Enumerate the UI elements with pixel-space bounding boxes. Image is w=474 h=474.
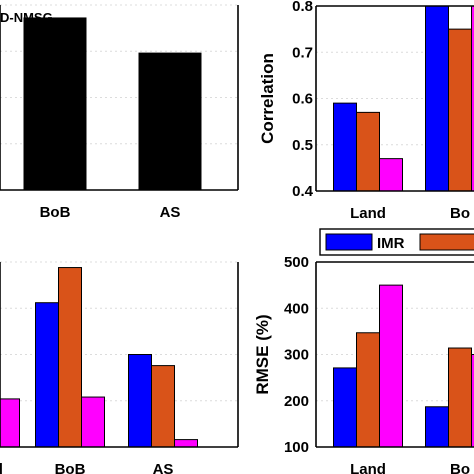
bar-top-right-1-0 — [425, 5, 449, 192]
y-axis-label: RMSE (%) — [253, 314, 272, 394]
x-tick-label: AS — [153, 461, 174, 474]
y-tick-label: 500 — [284, 254, 309, 271]
x-tick-label: Land — [350, 461, 386, 474]
bar-bottom-right-1-1 — [448, 347, 472, 448]
legend-label-imr: IMR — [377, 235, 405, 252]
bar-top-right-1-2 — [471, 5, 474, 192]
bar-top-right-1-1 — [448, 28, 472, 192]
y-tick-label: 300 — [284, 347, 309, 364]
bar-top-right-0-1 — [356, 111, 380, 192]
y-tick-label: 0.7 — [292, 44, 313, 61]
y-tick-label: 200 — [284, 393, 309, 410]
panel-bottom-right: Land Bo 100 200 300 400 500 RMSE (%) — [253, 254, 474, 474]
x-tick-label: Land — [350, 205, 386, 222]
bar-top-right-0-0 — [333, 102, 357, 192]
legend-swatch-2 — [419, 233, 474, 251]
x-tick-label: AS — [160, 204, 181, 221]
x-tick-label: Land — [0, 461, 3, 474]
y-tick-label: 400 — [284, 300, 309, 317]
x-tick-label: BoB — [55, 461, 86, 474]
bar-top-left-1-0 — [138, 52, 202, 191]
bar-top-left-0-0 — [23, 17, 87, 191]
bar-bottom-left-2-1 — [151, 365, 175, 448]
y-tick-label: 0.8 — [292, 0, 313, 15]
panel-bottom-left: Land BoB AS — [0, 261, 239, 474]
y-tick-label: 0.6 — [292, 91, 313, 108]
x-tick-label: Bo — [450, 205, 470, 222]
bar-bottom-right-0-2 — [379, 284, 403, 448]
bar-bottom-left-1-1 — [58, 267, 82, 448]
bar-bottom-left-1-2 — [81, 396, 105, 448]
y-tick-label: 0.4 — [292, 183, 314, 200]
legend-swatch-imr — [325, 233, 373, 251]
x-tick-label: BoB — [40, 204, 71, 221]
y-tick-label: 100 — [284, 439, 309, 456]
y-tick-label: 0.5 — [292, 137, 313, 154]
legend: IMR — [319, 228, 474, 256]
bar-bottom-right-1-0 — [425, 406, 449, 448]
bar-bottom-left-2-0 — [128, 354, 152, 448]
bar-bottom-right-0-1 — [356, 332, 380, 448]
bar-bottom-right-0-0 — [333, 367, 357, 448]
panel-top-left: BoB AS D-NMSG — [0, 4, 239, 221]
bar-bottom-left-2-2 — [174, 439, 198, 448]
panel-annotation: D-NMSG — [0, 10, 53, 25]
bar-bottom-left-0-2 — [0, 398, 20, 448]
panel-top-right: Land Bo 0.4 0.5 0.6 0.7 0.8 Correlation — [258, 0, 474, 222]
bar-top-right-0-2 — [379, 158, 403, 192]
x-tick-label: Bo — [450, 461, 470, 474]
y-axis-label: Correlation — [258, 53, 277, 144]
bar-bottom-right-1-2 — [471, 354, 474, 448]
bar-bottom-left-1-0 — [35, 302, 59, 448]
